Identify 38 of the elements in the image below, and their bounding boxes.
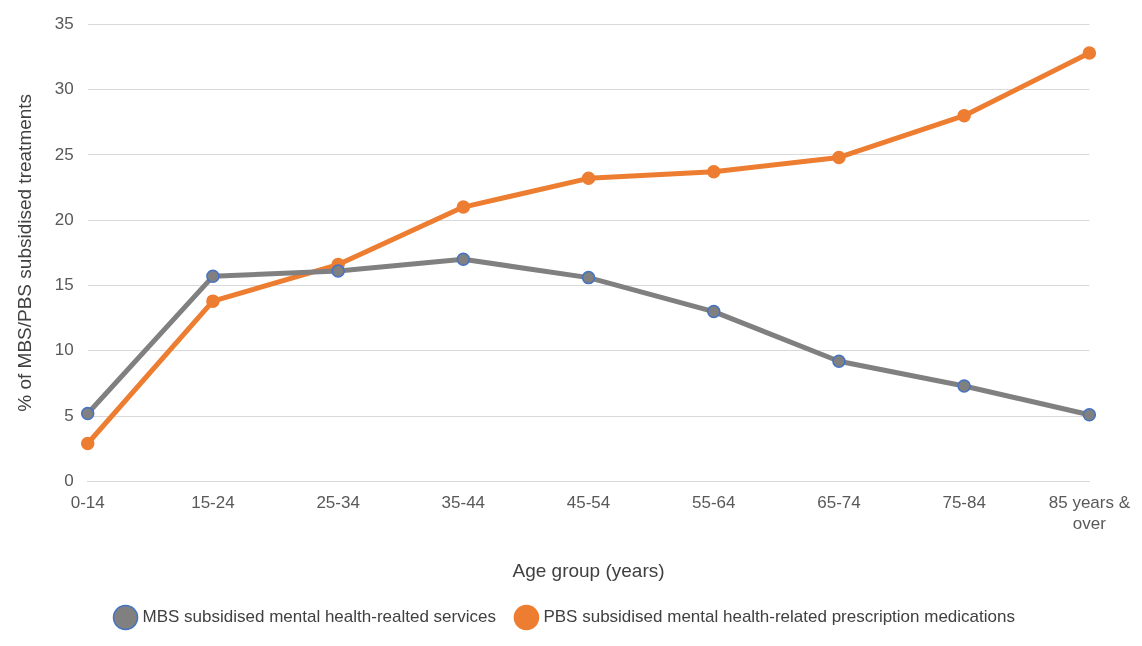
point bbox=[581, 270, 596, 285]
point bbox=[206, 294, 220, 308]
point bbox=[832, 150, 846, 165]
y-tick-label: 30 bbox=[54, 79, 74, 99]
y-tick-label: 15 bbox=[54, 275, 74, 295]
x-tick-label: 35-44 bbox=[441, 493, 486, 513]
x-tick-label: 25-34 bbox=[316, 493, 360, 513]
y-tick-label: 0 bbox=[64, 471, 74, 491]
point bbox=[1082, 408, 1097, 422]
point bbox=[832, 354, 846, 368]
y-axis-title: % of MBS/PBS subsidised treatments bbox=[13, 93, 35, 412]
point bbox=[957, 108, 971, 123]
x-tick-label: 15-24 bbox=[191, 493, 235, 513]
x-tick-label: 45-54 bbox=[566, 493, 611, 513]
x-tick-label: 65-74 bbox=[817, 493, 861, 513]
point bbox=[456, 200, 471, 214]
point bbox=[957, 379, 971, 393]
y-tick-label: 5 bbox=[64, 405, 74, 425]
point bbox=[206, 269, 220, 284]
point bbox=[581, 171, 596, 186]
x-tick-label: 0-14 bbox=[70, 493, 105, 513]
legend-label: MBS subsidised mental health-realted services bbox=[142, 607, 496, 627]
y-tick-label: 35 bbox=[54, 13, 74, 33]
point bbox=[331, 264, 345, 278]
legend-label: PBS subsidised mental health-related prescription medications bbox=[543, 607, 1015, 627]
point bbox=[80, 436, 95, 451]
point bbox=[707, 165, 721, 179]
point bbox=[1082, 46, 1097, 60]
x-tick-label: 85 years & over bbox=[1048, 493, 1131, 533]
x-tick-label: 75-84 bbox=[942, 493, 986, 513]
point bbox=[707, 304, 721, 319]
point bbox=[80, 406, 95, 421]
x-axis-title: Age group (years) bbox=[512, 559, 665, 581]
y-tick-label: 10 bbox=[54, 340, 74, 360]
x-tick-label: 55-64 bbox=[692, 493, 736, 513]
y-tick-label: 20 bbox=[54, 209, 74, 229]
y-tick-label: 25 bbox=[54, 144, 74, 164]
point bbox=[456, 252, 471, 267]
